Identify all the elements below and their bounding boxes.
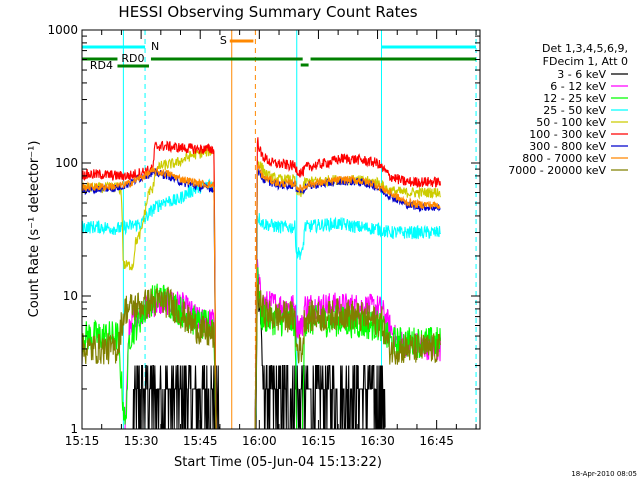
flag-label-n: N — [151, 40, 159, 53]
legend-entry-3: 25 - 50 keV — [543, 104, 606, 117]
x-tick-label: 16:30 — [360, 434, 395, 448]
plot-frame — [81, 29, 481, 430]
chart-title: HESSI Observing Summary Count Rates — [118, 3, 417, 21]
legend-header-1: FDecim 1, Att 0 — [543, 55, 628, 68]
x-tick-label: 15:45 — [183, 434, 218, 448]
legend-entry-1: 6 - 12 keV — [550, 80, 606, 93]
y-axis-label: Count Rate (s⁻¹ detector⁻¹) — [27, 141, 42, 318]
legend-entry-6: 300 - 800 keV — [529, 140, 606, 153]
legend-entry-5: 100 - 300 keV — [529, 128, 606, 141]
series-lines — [81, 137, 441, 430]
x-tick-label: 15:15 — [65, 434, 100, 448]
series-line-3 — [81, 178, 441, 430]
axes: 1 10 100 1000 15:15 15:30 15:45 16:00 16:15 16:30… — [47, 23, 481, 448]
x-tick-label: 16:00 — [242, 434, 277, 448]
legend-entry-8: 7000 - 20000 keV — [508, 164, 606, 177]
series-line-8 — [81, 277, 441, 430]
y-tick-label: 10 — [63, 289, 78, 303]
y-tick-label: 1000 — [47, 23, 78, 37]
legend: Det 1,3,4,5,6,9,FDecim 1, Att 03 - 6 keV… — [508, 42, 628, 177]
x-tick-label: 16:15 — [301, 434, 336, 448]
timestamp: 18-Apr-2010 08:05 — [571, 470, 637, 478]
flag-label-s: S — [220, 34, 227, 47]
x-tick-label: 15:30 — [124, 434, 159, 448]
legend-header-0: Det 1,3,4,5,6,9, — [542, 42, 628, 55]
legend-entry-0: 3 - 6 keV — [557, 68, 606, 81]
x-axis-label: Start Time (05-Jun-04 15:13:22) — [174, 455, 382, 470]
y-tick-label: 100 — [55, 156, 78, 170]
series-line-2 — [81, 267, 441, 430]
x-tick-label: 16:45 — [419, 434, 454, 448]
series-line-7 — [81, 164, 441, 430]
legend-entry-4: 50 - 100 keV — [536, 116, 606, 129]
flag-bars: N S RD0 RD4 — [82, 34, 477, 72]
flag-label-rd0: RD0 — [121, 52, 144, 65]
legend-entry-2: 12 - 25 keV — [543, 92, 606, 105]
legend-entry-7: 800 - 7000 keV — [522, 152, 606, 165]
y-tick-label: 1 — [70, 422, 78, 436]
series-line-5 — [81, 137, 441, 430]
flag-label-rd4: RD4 — [90, 59, 113, 72]
